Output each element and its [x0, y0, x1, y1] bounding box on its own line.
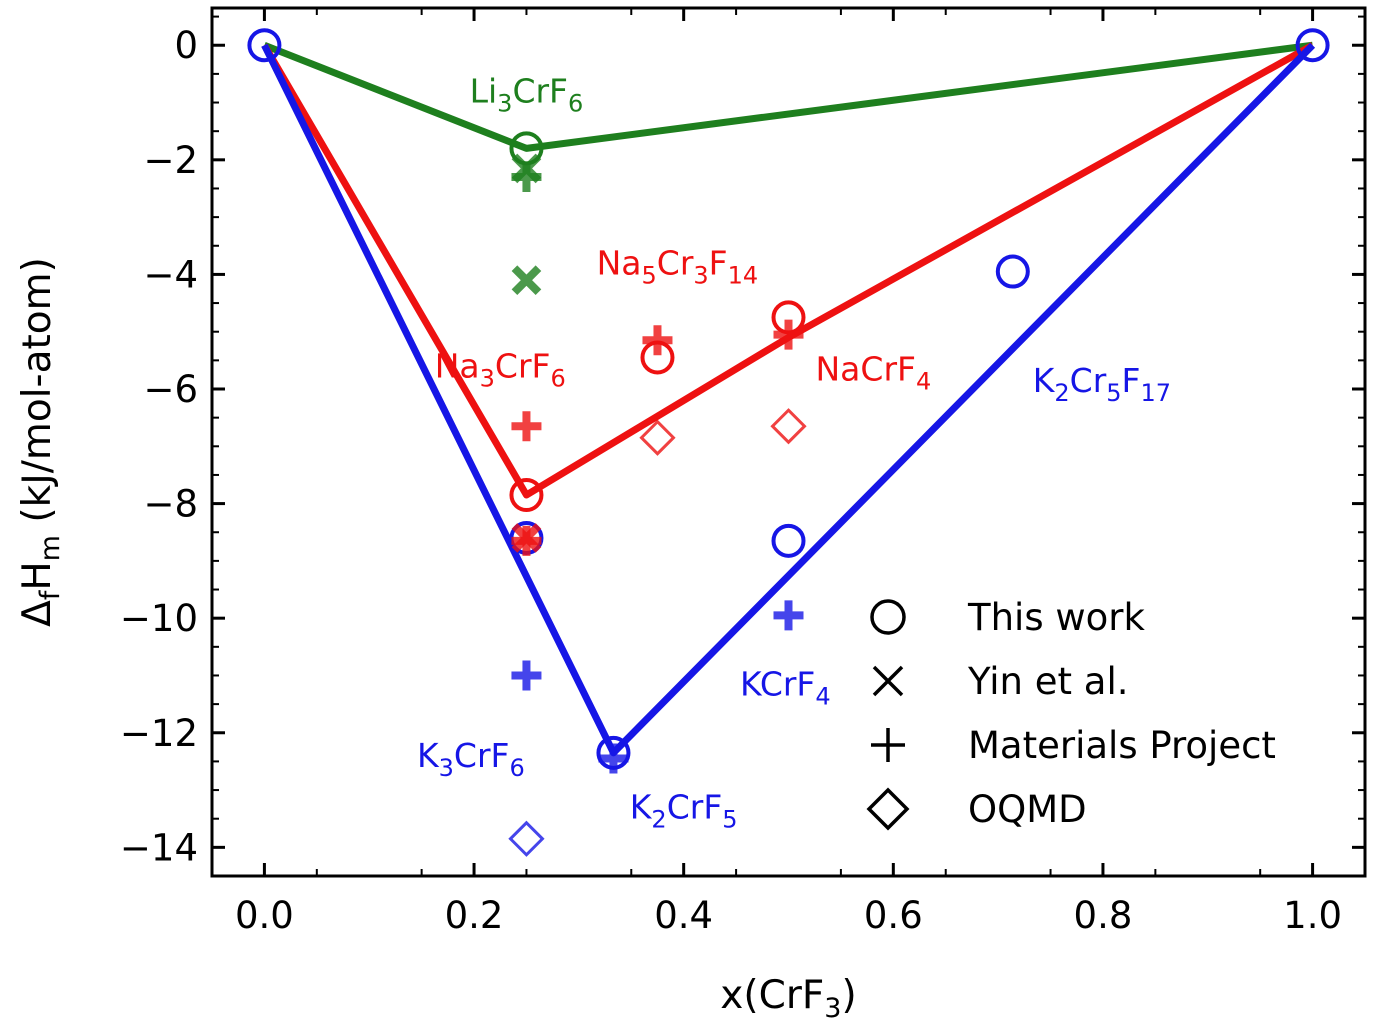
compound-labels: Li3CrF6 Na5Cr3F14 Na3CrF6 NaCrF4 K2Cr5F17 KCr…: [417, 72, 1171, 834]
compound-label: K3CrF6: [417, 736, 525, 782]
y-tick-label: −6: [143, 368, 198, 411]
legend-entry: Yin et al.: [872, 660, 1129, 703]
legend-x-marker: [872, 665, 904, 697]
point-diamond-na: [770, 408, 807, 445]
point-circle-k: [771, 523, 806, 558]
axes: 0.0 0.2 0.4 0.6 0.8 1.0 0 −2 −4 −6 −8 −10 −12 −14 x(Cr…: [15, 6, 1367, 1022]
compound-label: K2Cr5F17: [1033, 361, 1171, 407]
y-tick-label: −12: [120, 712, 198, 755]
point-plus-k: [511, 660, 542, 691]
legend: This work Yin et al. Materials Project OQMD: [866, 596, 1276, 831]
y-axis-label: ΔfHm (kJ/mol-atom): [15, 257, 66, 627]
point-diamond-na: [639, 419, 676, 456]
point-circle-na: [509, 477, 544, 512]
hull-line-na: [261, 42, 1315, 499]
legend-diamond-marker: [866, 787, 910, 831]
x-tick-label: 0.0: [235, 894, 294, 937]
point-plus-na: [511, 411, 542, 442]
legend-entry: Materials Project: [871, 724, 1276, 767]
legend-circle-marker: [870, 599, 906, 635]
legend-plus-marker: [871, 728, 905, 762]
point-plus-k: [598, 743, 629, 774]
point-plus-na: [773, 319, 804, 350]
point-circle-k: [1295, 28, 1330, 63]
compound-label: Na5Cr3F14: [597, 243, 759, 289]
y-tick-label: 0: [174, 24, 198, 67]
plot-frame: [210, 6, 1367, 878]
compound-label: NaCrF4: [816, 349, 932, 395]
y-tick-label: −8: [143, 483, 198, 526]
point-plus-k: [773, 600, 804, 631]
point-circle-k: [247, 28, 282, 63]
legend-entry: OQMD: [866, 787, 1087, 831]
x-axis-label: x(CrF3): [720, 973, 856, 1022]
legend-label: Materials Project: [968, 724, 1276, 767]
x-tick-label: 0.8: [1074, 894, 1133, 937]
point-plus-na: [511, 525, 542, 556]
compound-label: KCrF4: [740, 665, 831, 711]
hull-line-li: [263, 41, 1314, 152]
x-tick-label: 0.4: [654, 894, 713, 937]
legend-label: OQMD: [968, 788, 1087, 831]
legend-label: Yin et al.: [967, 660, 1129, 703]
data-points: [247, 28, 1330, 857]
y-tick-label: −14: [120, 826, 198, 869]
y-tick-label: −4: [143, 253, 198, 296]
x-tick-label: 0.6: [864, 894, 923, 937]
legend-entry: This work: [870, 596, 1145, 639]
compound-label: Li3CrF6: [470, 72, 584, 118]
y-tick-label: −10: [120, 597, 198, 640]
point-x-li: [511, 265, 542, 295]
point-diamond-k: [508, 820, 545, 857]
point-circle-k: [995, 254, 1030, 289]
x-tick-label: 1.0: [1283, 894, 1342, 937]
point-plus-li: [511, 162, 542, 193]
compound-label: K2CrF5: [630, 788, 738, 834]
x-tick-label: 0.2: [445, 894, 504, 937]
point-plus-na: [642, 325, 673, 356]
y-tick-label: −2: [143, 139, 198, 182]
compound-label: Na3CrF6: [435, 347, 566, 393]
legend-label: This work: [967, 596, 1145, 639]
